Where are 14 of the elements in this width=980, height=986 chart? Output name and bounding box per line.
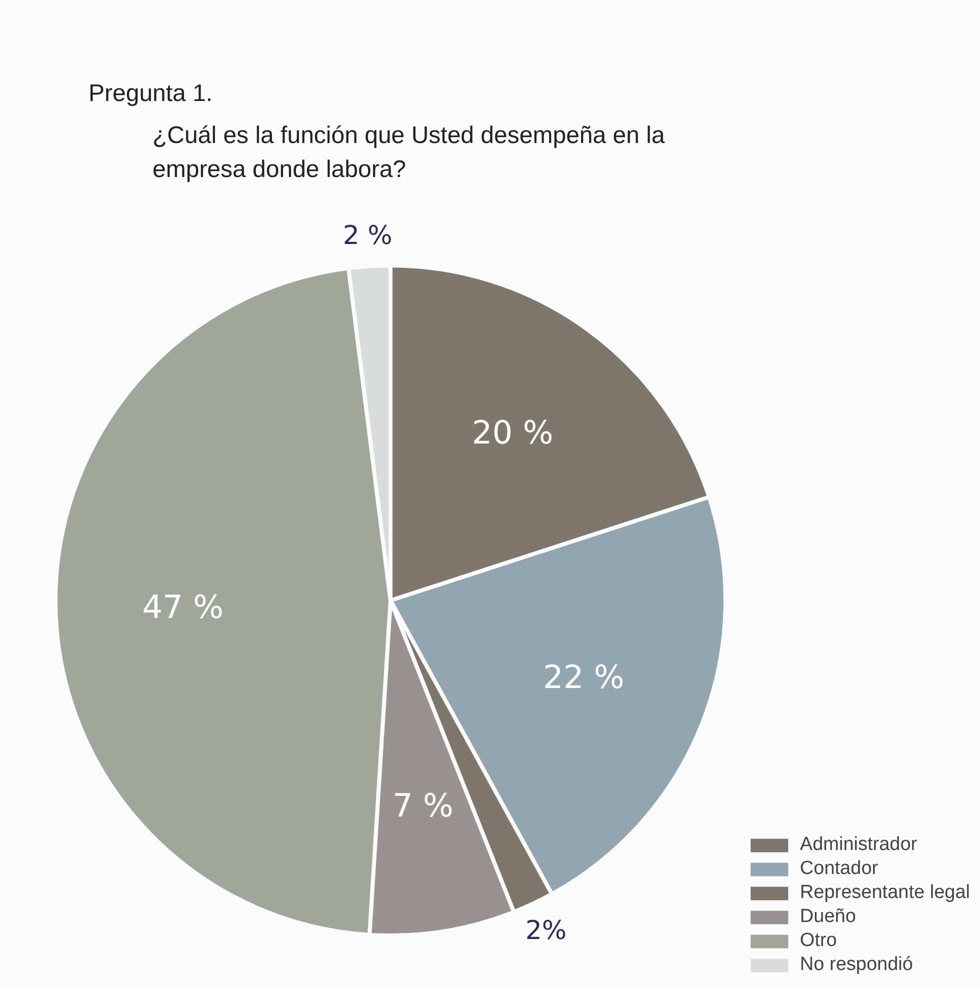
legend-label: No respondió bbox=[800, 954, 913, 976]
legend-label: Contador bbox=[800, 858, 878, 880]
legend-label: Dueño bbox=[800, 906, 856, 928]
data-label: 22 % bbox=[542, 658, 624, 696]
data-label: 2 % bbox=[342, 221, 392, 252]
data-label: 20 % bbox=[472, 413, 554, 452]
legend-label: Representante legal bbox=[800, 882, 970, 904]
data-label: 47 % bbox=[142, 588, 224, 626]
legend-label: Administrador bbox=[800, 834, 918, 856]
data-label: 2% bbox=[525, 916, 567, 946]
legend-label: Otro bbox=[800, 930, 837, 952]
chart-subtitle: ¿Cuál es la función que Usted desempeña en la empresa donde labora? bbox=[152, 122, 666, 183]
data-label: 7 % bbox=[392, 786, 454, 825]
chart-title: Pregunta 1. bbox=[88, 80, 213, 107]
